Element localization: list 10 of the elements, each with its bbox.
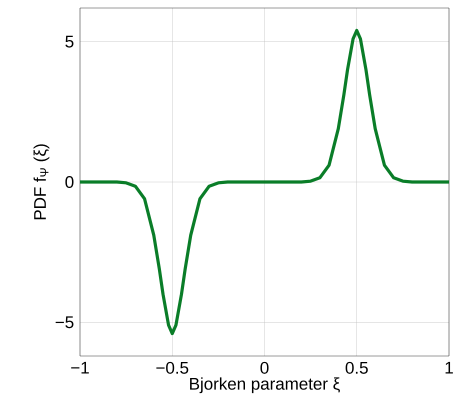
x-tick-label: 0.5 <box>346 362 368 374</box>
x-tick-label: −0.5 <box>156 362 188 374</box>
x-tick-label: 0 <box>260 362 269 374</box>
x-tick-label: 1 <box>446 362 453 374</box>
y-tick-label: 5 <box>65 36 74 48</box>
y-axis-title: PDF f$_{Ψ}$ (ξ) <box>34 144 50 220</box>
y-tick-label: 0 <box>65 176 74 188</box>
x-tick-label: −1 <box>71 362 89 374</box>
y-tick-label: −5 <box>56 316 74 328</box>
x-axis-title: Bjorken parameter ξ <box>190 377 340 394</box>
